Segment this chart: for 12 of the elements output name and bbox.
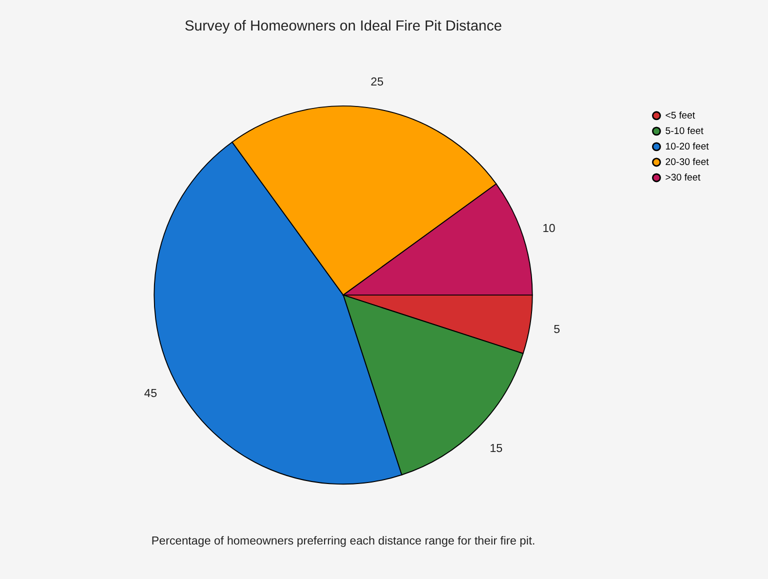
data-label: 5 [554,322,560,336]
data-label: 45 [144,387,158,400]
legend-label: >30 feet [665,172,701,184]
legend-label: <5 feet [665,110,696,122]
chart-title: Survey of Homeowners on Ideal Fire Pit Distance [184,18,502,34]
legend-label: 20-30 feet [665,157,710,168]
legend-label: 10-20 feet [665,142,710,153]
data-label: 25 [370,75,384,88]
data-label: 15 [490,442,503,455]
legend-label: 5-10 feet [665,126,704,138]
data-label: 10 [542,222,556,236]
text: Percentage of homeowners preferring each distance range for their fire pit. [151,534,536,548]
